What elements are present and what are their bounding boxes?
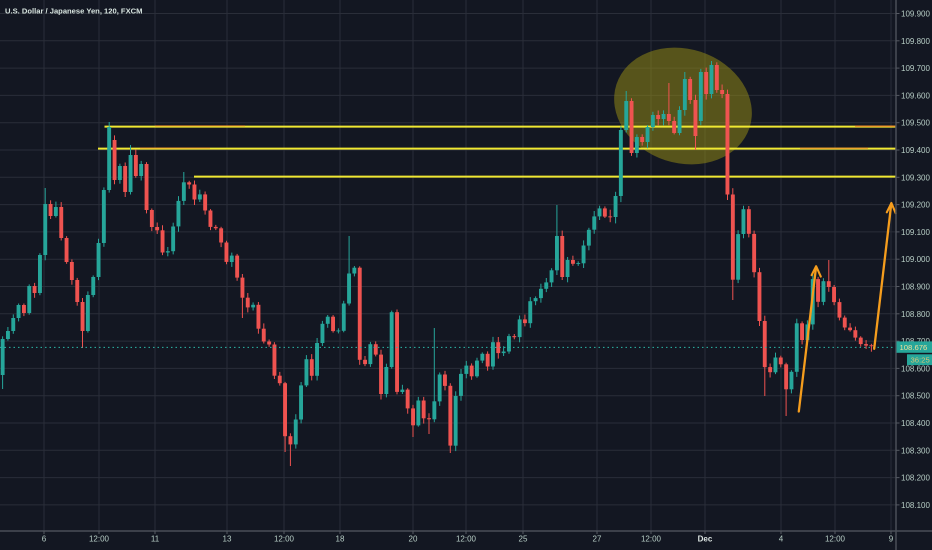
svg-text:109.800: 109.800 — [901, 37, 930, 46]
svg-text:109.100: 109.100 — [901, 228, 930, 237]
svg-text:109.600: 109.600 — [901, 91, 930, 100]
svg-text:108.400: 108.400 — [901, 419, 930, 428]
svg-text:25: 25 — [519, 534, 528, 543]
svg-text:12:00: 12:00 — [274, 534, 295, 543]
svg-text:108.500: 108.500 — [901, 392, 930, 401]
svg-text:109.900: 109.900 — [901, 10, 930, 19]
svg-text:108.600: 108.600 — [901, 364, 930, 373]
svg-text:109.200: 109.200 — [901, 201, 930, 210]
svg-text:9: 9 — [889, 534, 894, 543]
svg-text:12:00: 12:00 — [456, 534, 477, 543]
svg-text:12:00: 12:00 — [89, 534, 110, 543]
svg-text:4: 4 — [779, 534, 784, 543]
svg-text:108.300: 108.300 — [901, 446, 930, 455]
svg-text:109.500: 109.500 — [901, 119, 930, 128]
svg-text:36:25: 36:25 — [911, 356, 930, 365]
svg-text:6: 6 — [42, 534, 47, 543]
svg-text:Dec: Dec — [698, 534, 713, 543]
svg-text:108.800: 108.800 — [901, 310, 930, 319]
svg-text:108.200: 108.200 — [901, 474, 930, 483]
svg-text:109.000: 109.000 — [901, 255, 930, 264]
svg-text:12:00: 12:00 — [641, 534, 662, 543]
svg-text:20: 20 — [409, 534, 418, 543]
svg-text:U.S. Dollar / Japanese Yen, 12: U.S. Dollar / Japanese Yen, 120, FXCM — [5, 6, 142, 15]
svg-text:18: 18 — [336, 534, 345, 543]
svg-text:27: 27 — [593, 534, 602, 543]
svg-text:109.400: 109.400 — [901, 146, 930, 155]
svg-text:109.300: 109.300 — [901, 173, 930, 182]
svg-text:11: 11 — [151, 534, 160, 543]
svg-text:13: 13 — [223, 534, 232, 543]
svg-text:108.100: 108.100 — [901, 501, 930, 510]
svg-text:108.900: 108.900 — [901, 283, 930, 292]
svg-text:108.676: 108.676 — [900, 343, 928, 352]
svg-text:12:00: 12:00 — [825, 534, 846, 543]
svg-text:109.700: 109.700 — [901, 64, 930, 73]
